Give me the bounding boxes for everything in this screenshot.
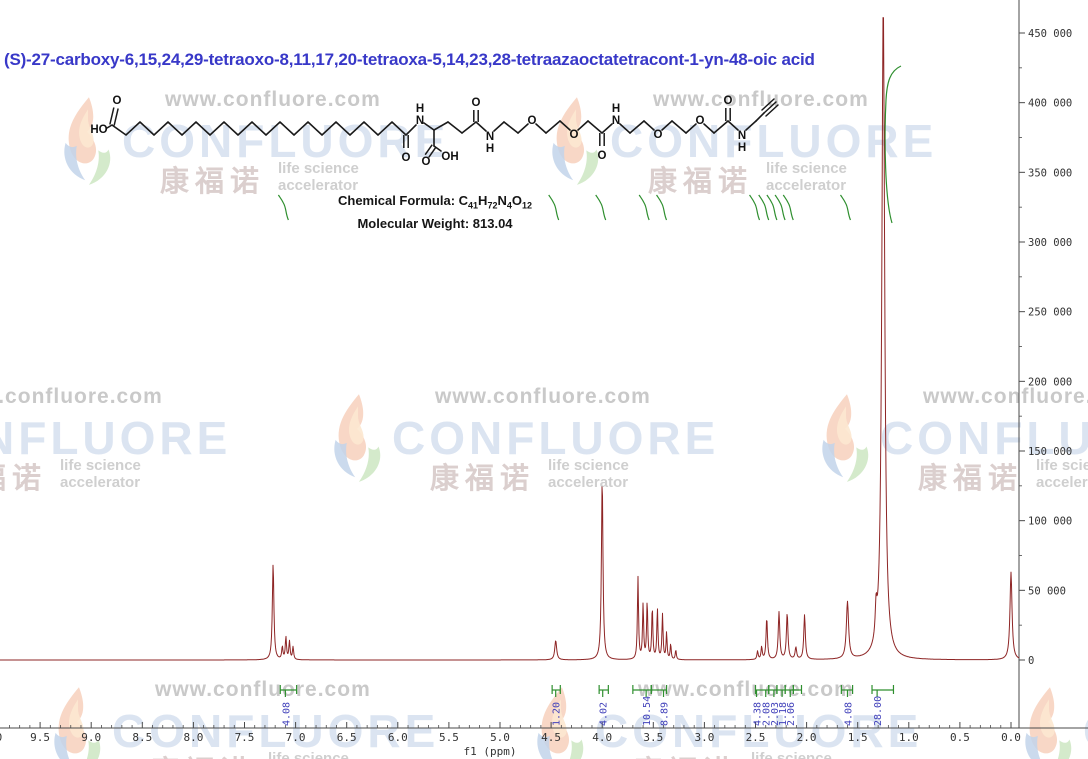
- integral-curve: [884, 65, 902, 224]
- integral-curve: [782, 194, 794, 221]
- x-tick-label: 2.0: [797, 731, 817, 744]
- atom-label: N: [612, 115, 620, 127]
- x-tick-label: 0.5: [950, 731, 970, 744]
- y-tick-label: 400 000: [1028, 98, 1072, 110]
- integral-curve: [839, 194, 852, 221]
- x-tick-label: 1.5: [848, 731, 868, 744]
- atom-label: N: [416, 115, 424, 127]
- integral-value: 4.08: [843, 702, 854, 726]
- y-tick-label: 250 000: [1028, 307, 1072, 319]
- chemical-formula: Chemical Formula: C41H72N4O12: [250, 192, 620, 215]
- y-tick-label: 50 000: [1028, 585, 1066, 597]
- formula-segment: 4: [506, 200, 512, 211]
- x-tick-label: 7.0: [286, 731, 306, 744]
- formula-segment: Chemical Formula: C: [338, 193, 469, 208]
- integral-curve: [548, 194, 560, 221]
- atom-label: O: [598, 150, 607, 162]
- integral-value: 4.02: [599, 702, 610, 726]
- integral-curve: [638, 194, 650, 221]
- atom-label: O: [472, 97, 481, 109]
- x-tick-label: 3.0: [694, 731, 714, 744]
- integral-curve: [595, 194, 607, 221]
- x-tick-label: 4.0: [592, 731, 612, 744]
- x-tick-label: 7.5: [235, 731, 255, 744]
- spectrum-trace: [0, 17, 1020, 661]
- integral-curve: [758, 194, 770, 221]
- integral-curve: [656, 194, 668, 221]
- atom-label: H: [416, 103, 424, 115]
- formula-segment: O: [511, 193, 522, 208]
- integral-value: 2.03: [770, 702, 781, 726]
- atom-label: O: [696, 115, 705, 127]
- formula-segment: 72: [487, 200, 498, 211]
- x-tick-label: 8.0: [183, 731, 203, 744]
- integral-value: 4.08: [281, 702, 292, 726]
- x-tick-label: 6.0: [388, 731, 408, 744]
- formula-segment: H: [478, 193, 488, 208]
- integral-value: 1.18: [778, 702, 789, 726]
- atom-label: O: [402, 152, 411, 164]
- atom-label: H: [612, 103, 620, 115]
- x-tick-label: 5.5: [439, 731, 459, 744]
- formula-segment: N: [497, 193, 507, 208]
- integral-value: 10.54: [642, 696, 653, 726]
- y-tick-label: 200 000: [1028, 376, 1072, 388]
- integral-value: 1.20: [552, 702, 563, 726]
- carbon-chain-bonds: [111, 121, 407, 136]
- integral-value: 8.89: [660, 702, 671, 726]
- atom-label: N: [486, 131, 494, 143]
- atom-label: O: [528, 115, 537, 127]
- x-tick-label: 9.5: [30, 731, 50, 744]
- formula-segment: 12: [521, 200, 532, 211]
- atom-label: O: [654, 129, 663, 141]
- atom-label: H: [738, 142, 746, 154]
- y-tick-label: 150 000: [1028, 446, 1072, 458]
- compound-title: (S)-27-carboxy-6,15,24,29-tetraoxo-8,11,…: [4, 50, 815, 69]
- integral-value: 28.00: [873, 696, 884, 726]
- integral-curve: [277, 194, 289, 221]
- integral-value: 2.08: [762, 702, 773, 726]
- x-tick-label: 1.0: [899, 731, 919, 744]
- x-tick-label: 2.5: [746, 731, 766, 744]
- y-tick-label: 350 000: [1028, 167, 1072, 179]
- x-tick-label: 10.0: [0, 731, 2, 744]
- molecular-weight: Molecular Weight: 813.04: [357, 215, 513, 231]
- x-tick-label: 9.0: [81, 731, 101, 744]
- integral-value: 2.06: [786, 702, 797, 726]
- integral-curve: [766, 194, 778, 221]
- y-tick-label: 100 000: [1028, 516, 1072, 528]
- formula-block: Chemical Formula: C41H72N4O12 Molecular …: [250, 192, 620, 232]
- x-tick-label: 0.0: [1001, 731, 1021, 744]
- atom-label: O: [113, 95, 122, 107]
- x-tick-label: 6.5: [337, 731, 357, 744]
- y-tick-label: 0: [1028, 655, 1034, 667]
- integral-curve: [774, 194, 786, 221]
- atom-label: HO: [90, 124, 107, 136]
- x-tick-label: 4.5: [541, 731, 561, 744]
- atom-label: O: [570, 129, 579, 141]
- y-tick-label: 450 000: [1028, 28, 1072, 40]
- formula-segment: 41: [468, 200, 479, 211]
- integral-annotations: 4.08 1.20 4.02 10.54 8.89 4.382.082.031.182.0…: [277, 65, 902, 726]
- x-tick-label: 8.5: [132, 731, 152, 744]
- atom-label: OH: [441, 151, 458, 163]
- y-tick-label: 300 000: [1028, 237, 1072, 249]
- atom-label: O: [724, 95, 733, 107]
- peak-trace: [0, 17, 1020, 661]
- atom-label: N: [738, 130, 746, 142]
- integral-curve: [749, 194, 761, 221]
- x-axis-title: f1 (ppm): [464, 745, 517, 758]
- atom-label: H: [486, 143, 494, 155]
- atom-label: O: [422, 156, 431, 168]
- x-tick-label: 5.0: [490, 731, 510, 744]
- integral-value: 4.38: [753, 702, 764, 726]
- x-tick-label: 3.5: [643, 731, 663, 744]
